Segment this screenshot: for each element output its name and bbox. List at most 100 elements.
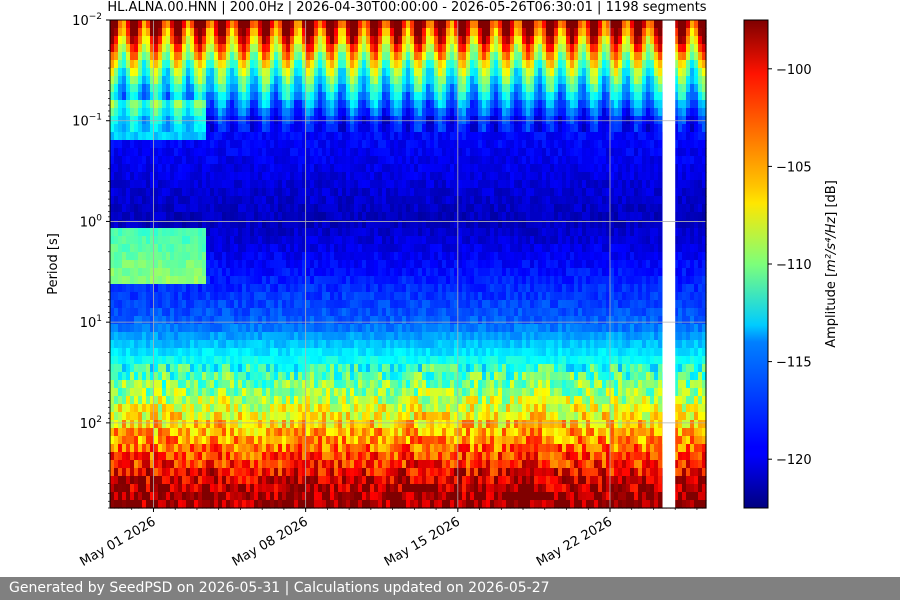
heatmap-cell <box>186 220 191 229</box>
heatmap-cell <box>122 476 127 485</box>
heatmap-cell <box>378 364 383 373</box>
heatmap-cell <box>198 36 203 45</box>
heatmap-cell <box>382 332 387 341</box>
heatmap-cell <box>310 244 315 253</box>
heatmap-cell <box>418 116 423 125</box>
heatmap-cell <box>210 260 215 269</box>
heatmap-cell <box>130 60 135 69</box>
heatmap-cell <box>118 260 123 269</box>
heatmap-cell <box>318 404 323 413</box>
heatmap-cell <box>138 140 143 149</box>
heatmap-cell <box>398 148 403 157</box>
heatmap-cell <box>138 428 143 437</box>
heatmap-cell <box>306 484 311 493</box>
heatmap-cell <box>402 220 407 229</box>
heatmap-cell <box>142 404 147 413</box>
heatmap-cell <box>314 36 319 45</box>
heatmap-cell <box>218 476 223 485</box>
heatmap-cell <box>402 28 407 37</box>
heatmap-cell <box>322 332 327 341</box>
heatmap-cell <box>402 460 407 469</box>
heatmap-cell <box>114 292 119 301</box>
heatmap-cell <box>194 124 199 133</box>
heatmap-cell <box>250 348 255 357</box>
heatmap-cell <box>142 364 147 373</box>
heatmap-cell <box>402 404 407 413</box>
heatmap-cell <box>306 172 311 181</box>
heatmap-cell <box>178 252 183 261</box>
heatmap-cell <box>362 412 367 421</box>
heatmap-cell <box>342 428 347 437</box>
heatmap-cell <box>114 500 119 509</box>
heatmap-cell <box>362 292 367 301</box>
heatmap-cell <box>250 260 255 269</box>
heatmap-cell <box>278 132 283 141</box>
heatmap-cell <box>342 268 347 277</box>
heatmap-cell <box>386 92 391 101</box>
heatmap-cell <box>182 60 187 69</box>
heatmap-cell <box>118 276 123 285</box>
heatmap-cell <box>218 428 223 437</box>
heatmap-cell <box>378 108 383 117</box>
heatmap-cell <box>246 28 251 37</box>
heatmap-cell <box>422 92 427 101</box>
heatmap-cell <box>430 292 435 301</box>
heatmap-cell <box>294 172 299 181</box>
heatmap-cell <box>230 356 235 365</box>
heatmap-cell <box>370 404 375 413</box>
heatmap-cell <box>182 492 187 501</box>
heatmap-cell <box>426 172 431 181</box>
heatmap-cell <box>354 44 359 53</box>
heatmap-cell <box>250 188 255 197</box>
heatmap-cell <box>150 276 155 285</box>
heatmap-cell <box>218 92 223 101</box>
heatmap-cell <box>346 460 351 469</box>
heatmap-cell <box>270 68 275 77</box>
heatmap-cell <box>182 444 187 453</box>
heatmap-cell <box>290 316 295 325</box>
heatmap-cell <box>322 140 327 149</box>
heatmap-cell <box>146 420 151 429</box>
heatmap-cell <box>326 396 331 405</box>
heatmap-cell <box>350 324 355 333</box>
heatmap-cell <box>394 340 399 349</box>
heatmap-cell <box>142 212 147 221</box>
heatmap-cell <box>114 444 119 453</box>
heatmap-cell <box>302 260 307 269</box>
heatmap-cell <box>370 364 375 373</box>
heatmap-cell <box>206 308 211 317</box>
heatmap-cell <box>342 324 347 333</box>
heatmap-cell <box>306 372 311 381</box>
heatmap-cell <box>206 420 211 429</box>
heatmap-cell <box>174 108 179 117</box>
heatmap-cell <box>142 460 147 469</box>
heatmap-cell <box>374 268 379 277</box>
heatmap-cell <box>130 260 135 269</box>
heatmap-cell <box>426 476 431 485</box>
heatmap-cell <box>150 476 155 485</box>
heatmap-cell <box>434 340 439 349</box>
heatmap-cell <box>162 76 167 85</box>
heatmap-cell <box>342 140 347 149</box>
heatmap-cell <box>150 44 155 53</box>
heatmap-cell <box>386 292 391 301</box>
heatmap-cell <box>362 332 367 341</box>
heatmap-cell <box>226 244 231 253</box>
heatmap-cell <box>326 44 331 53</box>
heatmap-cell <box>222 156 227 165</box>
heatmap-cell <box>250 444 255 453</box>
heatmap-cell <box>398 460 403 469</box>
heatmap-cell <box>422 372 427 381</box>
heatmap-cell <box>226 476 231 485</box>
heatmap-cell <box>338 364 343 373</box>
heatmap-cell <box>242 84 247 93</box>
heatmap-cell <box>190 252 195 261</box>
heatmap-cell <box>198 252 203 261</box>
heatmap-cell <box>282 356 287 365</box>
heatmap-cell <box>374 132 379 141</box>
heatmap-cell <box>406 156 411 165</box>
heatmap-cell <box>250 324 255 333</box>
heatmap-cell <box>418 444 423 453</box>
heatmap-cell <box>310 180 315 189</box>
heatmap-cell <box>342 20 347 29</box>
